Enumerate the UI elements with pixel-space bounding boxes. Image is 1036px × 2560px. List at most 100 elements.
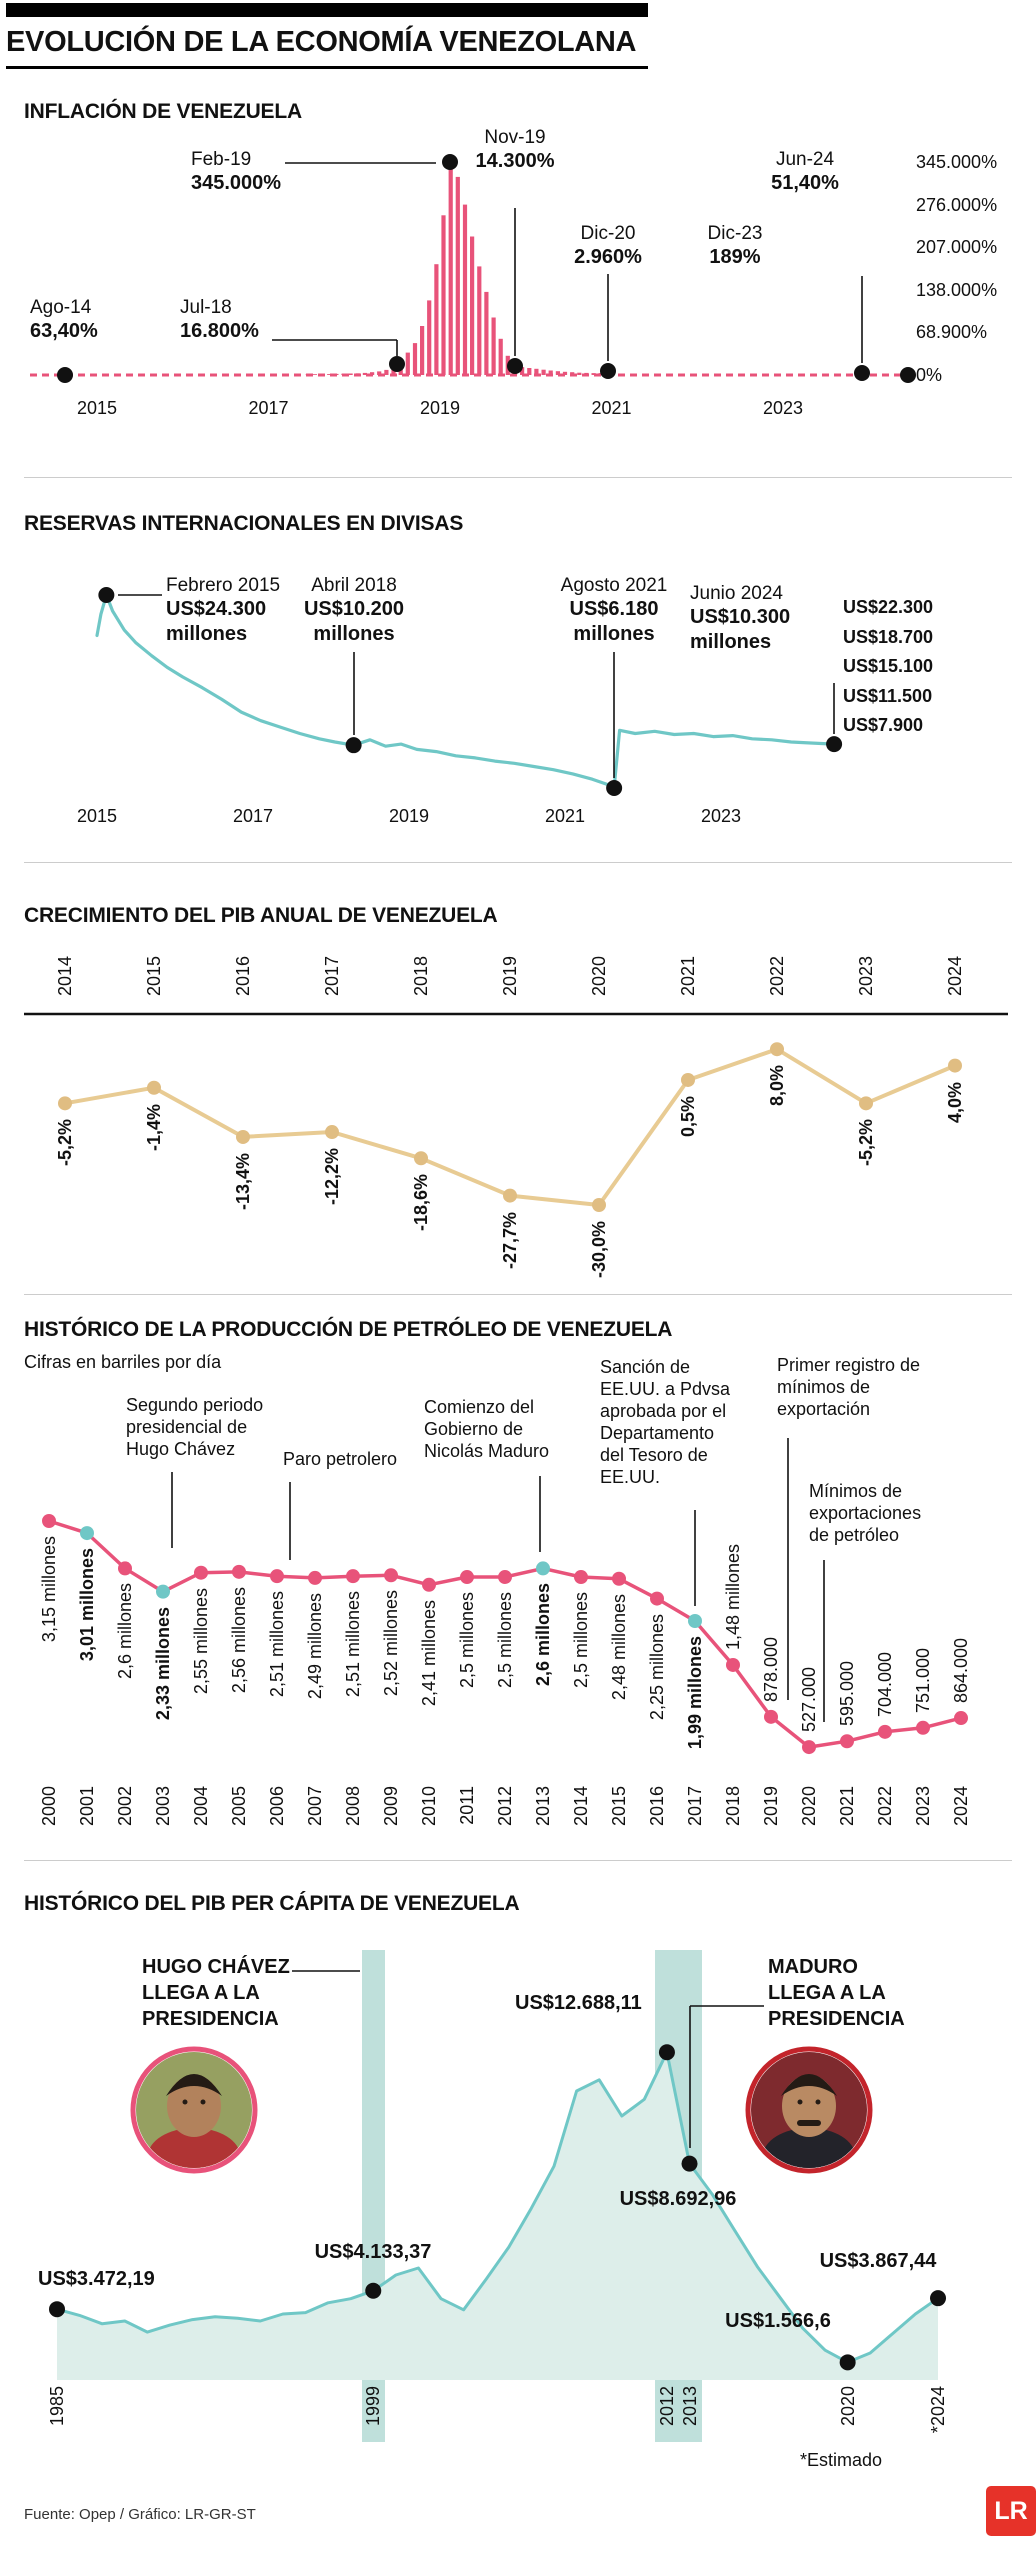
maduro-photo bbox=[745, 2046, 873, 2174]
x-axis-tick: 1985 bbox=[47, 2386, 67, 2427]
section-title-petroleo: HISTÓRICO DE LA PRODUCCIÓN DE PETRÓLEO D… bbox=[24, 1318, 673, 1341]
point-2020 bbox=[592, 1198, 606, 1212]
x-axis-tick: 2023 bbox=[700, 806, 742, 826]
inflation-bar bbox=[577, 372, 582, 375]
year-label: 2017 bbox=[685, 1786, 705, 1827]
value-label: 2,51 millones bbox=[343, 1591, 363, 1698]
value-label: 2,48 millones bbox=[609, 1593, 629, 1700]
value-label: 2,6 millones bbox=[533, 1583, 553, 1687]
point-2024 bbox=[930, 2290, 947, 2307]
y-axis-tick: 0% bbox=[916, 365, 943, 385]
x-axis-tick: 2015 bbox=[76, 806, 118, 826]
inflation-bar bbox=[520, 367, 525, 375]
annotation-maduro-government: Comienzo del Gobierno de Nicolás Maduro bbox=[424, 1397, 550, 1461]
point-2018 bbox=[726, 1657, 740, 1672]
value-label: -18,6% bbox=[411, 1174, 431, 1232]
point-2016 bbox=[650, 1591, 664, 1606]
point-2012 bbox=[658, 2044, 675, 2061]
x-axis-tick: 2017 bbox=[248, 398, 289, 418]
year-label: 2019 bbox=[761, 1786, 781, 1827]
annotation-paro-petrolero: Paro petrolero bbox=[283, 1449, 398, 1469]
annotation-chavez-presidency: HUGO CHÁVEZ LLEGA A LA PRESIDENCIA bbox=[142, 1956, 290, 2030]
value-label: -30,0% bbox=[589, 1221, 609, 1279]
value-label-2012: US$12.688,11 bbox=[515, 1992, 642, 2014]
value-label: 751.000 bbox=[913, 1647, 933, 1713]
point-2022 bbox=[878, 1724, 892, 1739]
gdp-capita-line bbox=[55, 2050, 940, 2364]
year-label: 2016 bbox=[647, 1786, 667, 1827]
point-2002 bbox=[118, 1561, 132, 1576]
value-label: 4,0% bbox=[945, 1081, 965, 1123]
key-point-label-Nov-19: Nov-19 14.300% bbox=[475, 127, 555, 172]
point-2000 bbox=[42, 1514, 56, 1528]
point-2020 bbox=[839, 2354, 856, 2371]
inflation-bar bbox=[377, 371, 382, 375]
inflation-bar bbox=[562, 371, 568, 375]
year-label: 2003 bbox=[153, 1786, 173, 1827]
year-label: 2020 bbox=[799, 1786, 819, 1827]
year-label: 2015 bbox=[609, 1786, 629, 1827]
value-label: 1,48 millones bbox=[723, 1543, 743, 1650]
inflation-bar bbox=[405, 352, 410, 375]
year-label: 2023 bbox=[913, 1786, 933, 1827]
inflation-bar bbox=[555, 371, 560, 375]
point-2019 bbox=[503, 1188, 517, 1203]
value-label: -5,2% bbox=[856, 1119, 876, 1167]
point-Dic-20 bbox=[600, 363, 616, 379]
key-point-label-Dic-23: Dic-23 189% bbox=[707, 223, 763, 268]
year-label: 2013 bbox=[533, 1786, 553, 1827]
inflation-bar bbox=[434, 264, 439, 375]
value-label: 1,99 millones bbox=[685, 1635, 705, 1750]
x-axis-tick: 2023 bbox=[762, 398, 804, 418]
point-2024 bbox=[954, 1711, 968, 1726]
section-title-reservas: RESERVAS INTERNACIONALES EN DIVISAS bbox=[24, 512, 464, 535]
value-label: 0,5% bbox=[678, 1095, 698, 1137]
lr-logo: LR bbox=[986, 2486, 1036, 2536]
point-2014 bbox=[574, 1570, 588, 1585]
inflation-bar bbox=[305, 374, 310, 375]
inflation-bar bbox=[541, 369, 546, 375]
y-axis-tick: 138.000% bbox=[916, 279, 998, 300]
point-2015 bbox=[147, 1080, 161, 1095]
point-2022 bbox=[770, 1042, 784, 1057]
value-label-1999: US$4.133,37 bbox=[314, 2241, 432, 2263]
inflation-bar bbox=[448, 162, 453, 375]
point-Feb-19 bbox=[442, 154, 458, 170]
section-divider bbox=[24, 477, 1012, 478]
inflation-bar bbox=[462, 204, 468, 375]
point-2013 bbox=[536, 1561, 550, 1576]
title-underline bbox=[6, 66, 648, 69]
inflation-bar bbox=[570, 372, 575, 375]
year-label: 2010 bbox=[419, 1786, 439, 1827]
x-axis-tick: 2019 bbox=[388, 806, 430, 826]
inflation-bar bbox=[527, 368, 532, 375]
value-label: 704.000 bbox=[875, 1651, 895, 1717]
inflation-bar bbox=[484, 291, 489, 375]
point-2023 bbox=[916, 1720, 930, 1735]
point-2005 bbox=[232, 1564, 246, 1579]
inflation-bar bbox=[391, 367, 396, 375]
point-2012 bbox=[498, 1570, 512, 1585]
y-axis-tick: 68.900% bbox=[916, 322, 988, 343]
source-credit: Fuente: Opep / Gráfico: LR-GR-ST bbox=[24, 2506, 256, 2523]
point-2003 bbox=[156, 1584, 170, 1599]
section-divider bbox=[24, 862, 1012, 863]
y-axis-tick: US$18.700 bbox=[843, 626, 934, 647]
value-label: -1,4% bbox=[144, 1103, 164, 1151]
x-axis-tick: 2020 bbox=[837, 2386, 858, 2427]
x-axis-tick: 2013 bbox=[679, 2386, 700, 2427]
section-divider bbox=[24, 1294, 1012, 1295]
point-Abril-2018 bbox=[345, 737, 362, 754]
point-2010 bbox=[422, 1577, 436, 1592]
year-label: 2014 bbox=[55, 956, 75, 997]
point-2009 bbox=[384, 1568, 398, 1583]
year-label: 2009 bbox=[381, 1786, 401, 1827]
page-title: EVOLUCIÓN DE LA ECONOMÍA VENEZOLANA bbox=[6, 26, 637, 58]
year-label: 2018 bbox=[723, 1786, 743, 1827]
x-axis-tick: 2021 bbox=[591, 398, 632, 418]
year-label: 2002 bbox=[115, 1786, 135, 1827]
point-2001 bbox=[80, 1526, 94, 1541]
point-2016 bbox=[236, 1129, 250, 1144]
key-point-label-Jul-18: Jul-18 16.800% bbox=[180, 297, 259, 342]
value-label: 2,6 millones bbox=[115, 1583, 135, 1680]
